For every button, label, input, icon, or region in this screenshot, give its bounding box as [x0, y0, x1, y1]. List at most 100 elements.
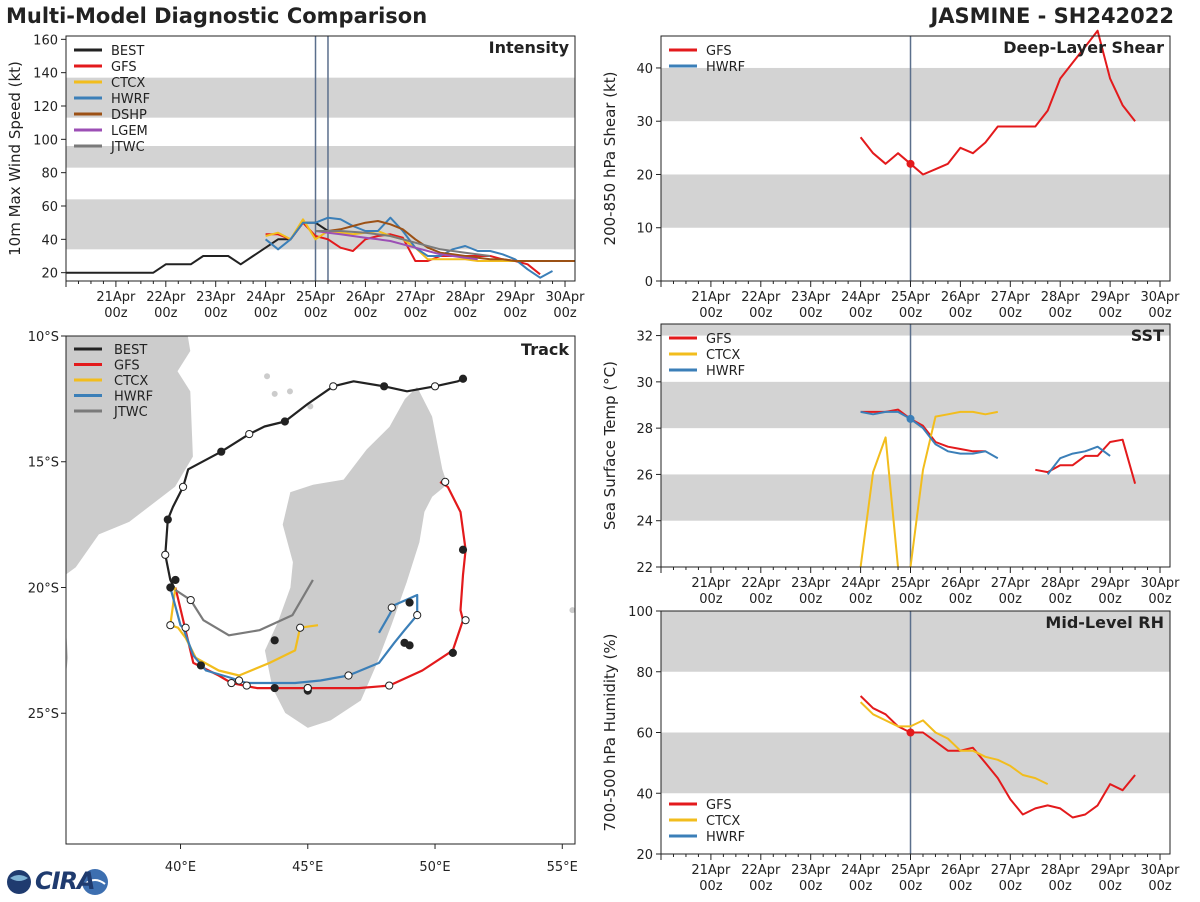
intensity-legend-label: LGEM [111, 124, 148, 139]
track-series-ctcx [169, 587, 319, 677]
intensity-xtick-day-label: 23Apr [196, 290, 236, 305]
rh-xtick-hour-label: 00z [849, 879, 873, 894]
sst-xtick-day-label: 23Apr [791, 576, 831, 591]
intensity-xtick-day-label: 22Apr [146, 290, 186, 305]
shear-xtick-day-label: 22Apr [741, 290, 781, 305]
track-marker-gfs [385, 681, 394, 690]
track-xtick-label: 45°E [292, 860, 323, 875]
track-marker-hwrf [344, 671, 353, 680]
shear-xtick-day-label: 21Apr [691, 290, 731, 305]
shear-ytick-label: 30 [636, 115, 653, 130]
track-marker-hwrf [303, 683, 312, 693]
intensity-xtick-hour-label: 00z [553, 306, 577, 321]
island [286, 388, 293, 395]
page-title: Multi-Model Diagnostic Comparison [6, 4, 428, 28]
rh-marker-gfs [906, 728, 915, 737]
intensity-xtick-hour-label: 00z [354, 306, 378, 321]
rh-xtick-day-label: 23Apr [791, 863, 831, 878]
shear-xtick-day-label: 23Apr [791, 290, 831, 305]
sst-series-hwrf [1046, 445, 1111, 476]
sst-xtick-day-label: 26Apr [941, 576, 981, 591]
rh-xtick-day-label: 24Apr [841, 863, 881, 878]
sst-band [661, 474, 1170, 521]
intensity-xtick-hour-label: 00z [254, 306, 278, 321]
track-xtick-label: 40°E [165, 860, 196, 875]
track-ytick-label: 20°S [28, 581, 59, 596]
shear-legend-label: GFS [706, 44, 732, 59]
sst-xtick-hour-label: 00z [1098, 592, 1122, 607]
intensity-xtick-day-label: 27Apr [396, 290, 436, 305]
rh-band [661, 611, 1170, 672]
sst-band [661, 381, 1170, 429]
sst-ylabel: Sea Surface Temp (°C) [601, 361, 619, 530]
intensity-legend-label: GFS [111, 60, 137, 75]
track-legend-label: HWRF [114, 390, 153, 405]
track-marker-best [245, 429, 254, 439]
intensity-xtick-hour-label: 00z [304, 306, 328, 321]
shear-xtick-day-label: 27Apr [991, 290, 1031, 305]
track-marker-gfs [227, 678, 236, 688]
sst-xtick-day-label: 28Apr [1041, 576, 1081, 591]
shear-xtick-hour-label: 00z [699, 306, 723, 321]
track-marker-hwrf [387, 603, 396, 612]
intensity-xtick-day-label: 29Apr [496, 290, 536, 305]
intensity-legend-label: BEST [111, 44, 144, 59]
track-marker-gfs [181, 623, 190, 632]
track-marker-gfs [441, 477, 450, 486]
intensity-ytick-label: 100 [33, 133, 58, 148]
logo-globe-icon [7, 870, 31, 894]
sst-title: SST [1131, 326, 1164, 345]
rh-legend-label: CTCX [706, 814, 740, 829]
rh-xtick-day-label: 26Apr [941, 863, 981, 878]
track-xtick-label: 50°E [419, 860, 450, 875]
cira-logo: CIRA [4, 866, 110, 898]
rh-xtick-hour-label: 00z [899, 879, 923, 894]
track-legend-label: JTWC [113, 405, 148, 420]
rh-xtick-hour-label: 00z [1049, 879, 1073, 894]
rh-title: Mid-Level RH [1045, 613, 1164, 632]
shear-xtick-hour-label: 00z [1049, 306, 1073, 321]
sst-legend-label: CTCX [706, 348, 740, 363]
sst-band [661, 324, 1170, 336]
sst-ytick-label: 26 [636, 468, 653, 483]
sst-ytick-label: 24 [636, 515, 653, 530]
sst-ytick-label: 32 [636, 330, 653, 345]
sst-xtick-day-label: 22Apr [741, 576, 781, 591]
intensity-xtick-hour-label: 00z [404, 306, 428, 321]
shear-xtick-hour-label: 00z [849, 306, 873, 321]
shear-ytick-label: 20 [636, 168, 653, 183]
sst-legend-label: GFS [706, 332, 732, 347]
shear-frame [660, 35, 1171, 282]
intensity-series-dshp [315, 220, 575, 262]
sst-xtick-hour-label: 00z [699, 592, 723, 607]
logo-graphic [7, 869, 108, 895]
sst-xtick-hour-label: 00z [999, 592, 1023, 607]
track-series-hwrf [169, 587, 419, 685]
intensity-ytick-label: 20 [41, 267, 58, 282]
rh-ytick-label: 80 [636, 666, 653, 681]
shear-xtick-hour-label: 00z [999, 306, 1023, 321]
track-marker-gfs [166, 621, 175, 630]
intensity-xtick-hour-label: 00z [454, 306, 478, 321]
shear-band [661, 67, 1170, 122]
rh-xtick-hour-label: 00z [749, 879, 773, 894]
intensity-legend-label: JTWC [110, 140, 145, 155]
track-title: Track [521, 340, 569, 359]
shear-xtick-hour-label: 00z [1098, 306, 1122, 321]
rh-legend-label: GFS [706, 798, 732, 813]
rh-ytick-label: 60 [636, 727, 653, 742]
shear-xtick-day-label: 25Apr [891, 290, 931, 305]
track-xtick-label: 55°E [547, 860, 578, 875]
sst-legend-label: HWRF [706, 364, 745, 379]
shear-marker-gfs [906, 159, 915, 168]
track-marker-gfs [296, 623, 305, 632]
track-marker-gfs [458, 545, 468, 554]
rh-xtick-day-label: 25Apr [891, 863, 931, 878]
track-legend-label: BEST [114, 343, 147, 358]
sst-series-ctcx [859, 436, 899, 568]
track-marker-hwrf [242, 681, 251, 690]
track-marker-best [458, 374, 468, 383]
track-marker-gfs [413, 611, 422, 620]
track-ytick-label: 15°S [28, 456, 59, 471]
track-marker-gfs [448, 648, 457, 657]
